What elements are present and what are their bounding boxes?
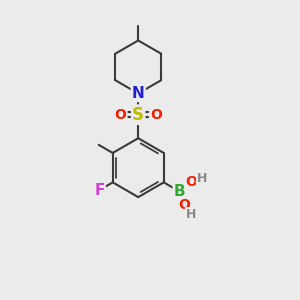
Text: F: F	[94, 182, 105, 197]
Text: H: H	[197, 172, 207, 185]
Text: O: O	[178, 198, 190, 212]
Text: O: O	[185, 175, 197, 189]
Text: B: B	[174, 184, 185, 199]
Text: N: N	[132, 86, 145, 101]
Text: S: S	[132, 106, 144, 124]
Text: H: H	[186, 208, 196, 221]
Text: O: O	[150, 108, 162, 122]
Text: O: O	[115, 108, 127, 122]
